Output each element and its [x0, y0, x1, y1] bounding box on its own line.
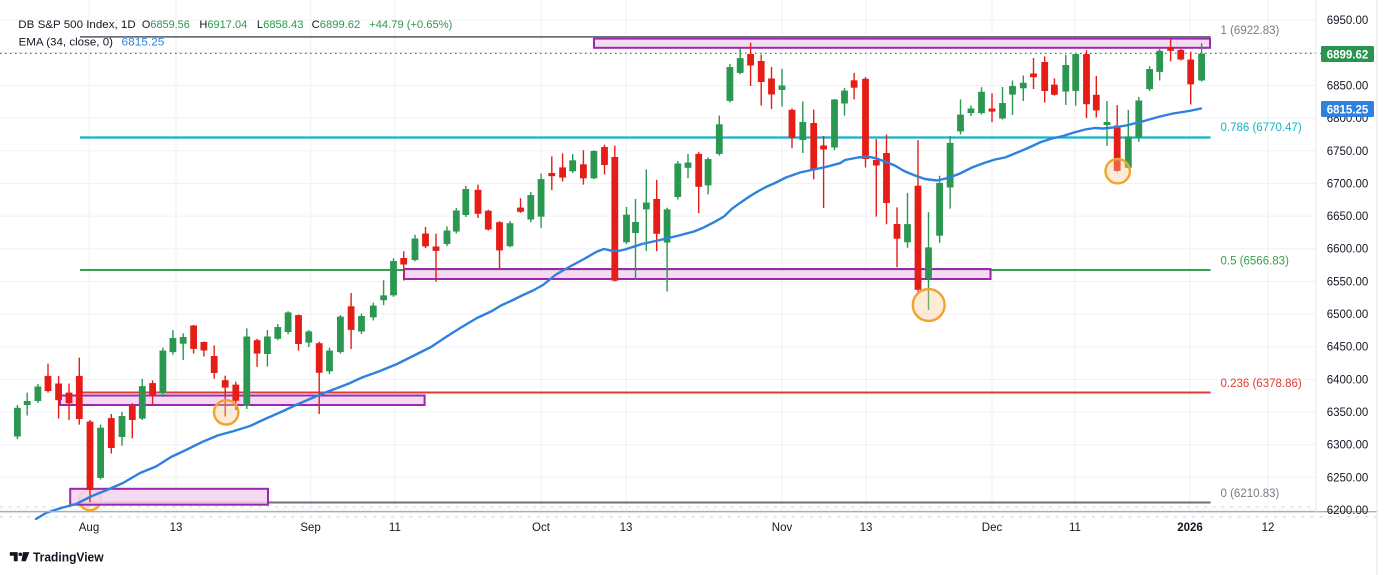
svg-text:1 (6922.83): 1 (6922.83) — [1221, 25, 1280, 37]
svg-text:11: 11 — [389, 522, 401, 534]
svg-text:Aug: Aug — [79, 522, 99, 534]
svg-text:Nov: Nov — [772, 522, 793, 534]
svg-text:6550.00: 6550.00 — [1327, 276, 1369, 288]
svg-text:0.236 (6378.86): 0.236 (6378.86) — [1221, 378, 1302, 390]
svg-text:12: 12 — [1262, 522, 1275, 534]
svg-text:6300.00: 6300.00 — [1327, 440, 1369, 452]
svg-text:2026: 2026 — [1177, 522, 1203, 534]
svg-text:6400.00: 6400.00 — [1327, 374, 1369, 386]
svg-text:13: 13 — [620, 522, 633, 534]
svg-text:11: 11 — [1069, 522, 1081, 534]
svg-text:6450.00: 6450.00 — [1327, 342, 1369, 354]
svg-text:TradingView: TradingView — [33, 550, 104, 564]
svg-text:0.5 (6566.83): 0.5 (6566.83) — [1221, 255, 1290, 267]
svg-text:Dec: Dec — [982, 522, 1003, 534]
svg-text:6899.62: 6899.62 — [1327, 49, 1369, 61]
svg-text:Oct: Oct — [532, 522, 551, 534]
svg-text:0 (6210.83): 0 (6210.83) — [1221, 488, 1280, 500]
svg-text:6500.00: 6500.00 — [1327, 309, 1369, 321]
svg-text:6850.00: 6850.00 — [1327, 81, 1369, 93]
svg-text:13: 13 — [860, 522, 873, 534]
svg-text:6600.00: 6600.00 — [1327, 244, 1369, 256]
svg-text:6950.00: 6950.00 — [1327, 15, 1369, 27]
svg-text:Sep: Sep — [300, 522, 320, 534]
svg-text:13: 13 — [170, 522, 183, 534]
svg-text:6200.00: 6200.00 — [1327, 505, 1369, 517]
svg-text:6815.25: 6815.25 — [1327, 104, 1369, 116]
svg-text:6350.00: 6350.00 — [1327, 407, 1369, 419]
svg-text:6750.00: 6750.00 — [1327, 146, 1369, 158]
svg-text:6250.00: 6250.00 — [1327, 472, 1369, 484]
svg-text:6700.00: 6700.00 — [1327, 178, 1369, 190]
svg-text:EMA (34, close, 0)6815.25: EMA (34, close, 0) 6815.25 — [19, 36, 165, 48]
svg-text:0.786 (6770.47): 0.786 (6770.47) — [1221, 122, 1302, 134]
svg-text:6650.00: 6650.00 — [1327, 211, 1369, 223]
